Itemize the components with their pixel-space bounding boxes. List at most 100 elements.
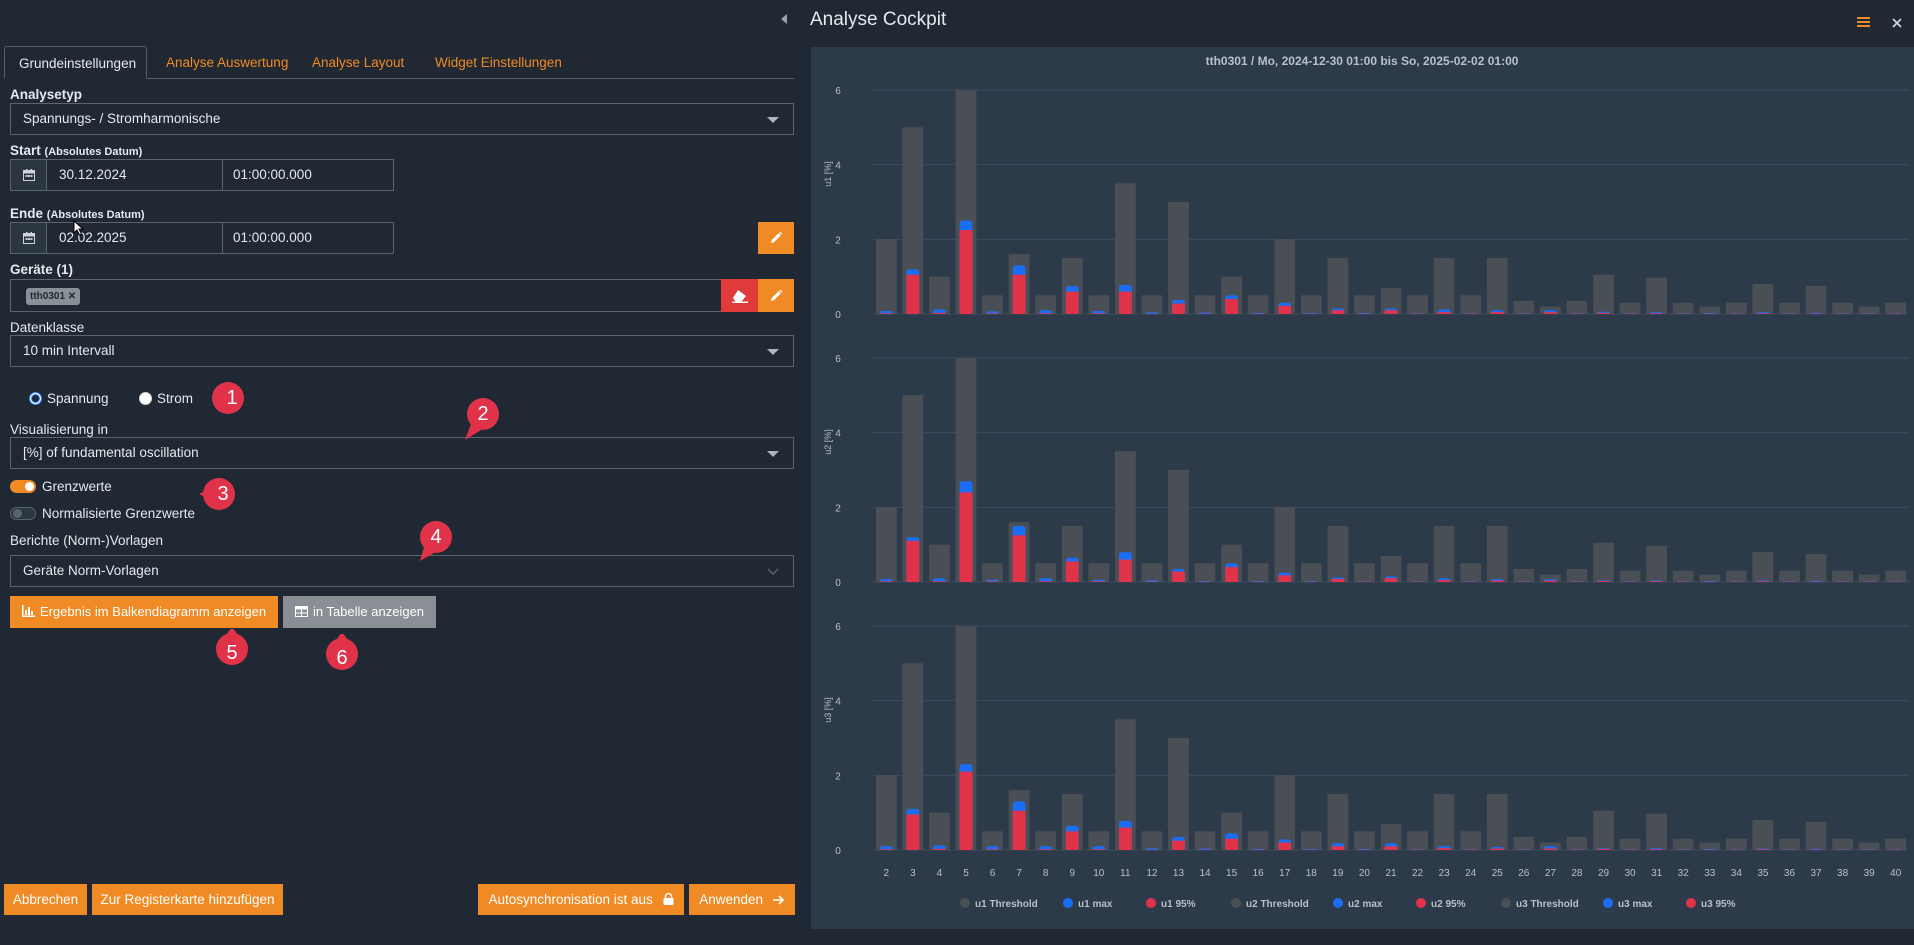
threshold-bar[interactable] — [1858, 842, 1880, 850]
p95-bar[interactable] — [1597, 848, 1610, 850]
threshold-bar[interactable] — [1858, 574, 1880, 582]
close-button[interactable] — [1892, 15, 1904, 28]
p95-bar[interactable] — [1012, 810, 1026, 850]
p95-bar[interactable] — [1490, 848, 1504, 850]
ende-calendar-button[interactable] — [11, 223, 47, 253]
threshold-bar[interactable] — [1805, 554, 1827, 582]
threshold-bar[interactable] — [1407, 563, 1428, 582]
max-bar[interactable] — [1039, 578, 1053, 582]
ende-date-input[interactable]: 02.02.2025 — [59, 230, 127, 245]
threshold-bar[interactable] — [1486, 794, 1508, 850]
threshold-bar[interactable] — [1672, 570, 1694, 582]
p95-bar[interactable] — [959, 771, 973, 850]
p95-bar[interactable] — [1437, 580, 1451, 582]
radio-strom[interactable] — [139, 392, 152, 405]
autosync-button[interactable]: Autosynchronisation ist aus — [478, 884, 684, 915]
geraete-edit-button[interactable] — [758, 279, 794, 312]
p95-bar[interactable] — [986, 313, 999, 314]
threshold-bar[interactable] — [1885, 838, 1907, 850]
threshold-bar[interactable] — [1194, 563, 1216, 582]
threshold-bar[interactable] — [1035, 295, 1057, 314]
threshold-bar[interactable] — [1380, 555, 1402, 582]
p95-bar[interactable] — [1118, 559, 1132, 582]
p95-bar[interactable] — [1490, 580, 1504, 582]
threshold-bar[interactable] — [1619, 838, 1641, 850]
threshold-bar[interactable] — [1805, 822, 1827, 850]
threshold-bar[interactable] — [1513, 836, 1535, 850]
threshold-bar[interactable] — [1433, 258, 1455, 314]
threshold-bar[interactable] — [1327, 258, 1349, 314]
p95-bar[interactable] — [879, 849, 893, 850]
p95-bar[interactable] — [879, 581, 893, 582]
close-icon[interactable]: ✕ — [67, 291, 77, 302]
p95-bar[interactable] — [1331, 846, 1345, 850]
threshold-bar[interactable] — [1646, 813, 1668, 850]
start-time-input[interactable]: 01:00:00.000 — [233, 167, 312, 182]
threshold-bar[interactable] — [1566, 568, 1588, 582]
threshold-bar[interactable] — [1885, 570, 1907, 582]
p95-bar[interactable] — [1065, 561, 1079, 582]
threshold-bar[interactable] — [1460, 831, 1482, 850]
threshold-bar[interactable] — [1699, 306, 1721, 314]
geraete-input[interactable]: tth0301 ✕ — [10, 279, 722, 312]
threshold-bar[interactable] — [1247, 831, 1269, 850]
threshold-bar[interactable] — [1725, 570, 1747, 582]
p95-bar[interactable] — [1650, 313, 1664, 314]
p95-bar[interactable] — [1065, 291, 1079, 314]
threshold-bar[interactable] — [1593, 542, 1614, 582]
threshold-bar[interactable] — [1672, 302, 1694, 314]
ende-edit-button[interactable] — [758, 222, 794, 254]
threshold-bar[interactable] — [982, 831, 1003, 850]
max-bar[interactable] — [1145, 848, 1159, 850]
p95-bar[interactable] — [1331, 579, 1345, 582]
threshold-bar[interactable] — [1593, 810, 1614, 850]
p95-bar[interactable] — [932, 581, 946, 582]
threshold-bar[interactable] — [1646, 277, 1668, 314]
threshold-bar[interactable] — [1380, 287, 1402, 314]
datenklasse-select[interactable]: 10 min Intervall — [10, 335, 794, 367]
threshold-bar[interactable] — [1513, 568, 1535, 582]
threshold-bar[interactable] — [1327, 526, 1349, 582]
max-bar[interactable] — [879, 579, 893, 582]
threshold-bar[interactable] — [875, 239, 897, 314]
max-bar[interactable] — [932, 578, 946, 582]
threshold-bar[interactable] — [1725, 302, 1747, 314]
threshold-bar[interactable] — [1354, 295, 1375, 314]
threshold-bar[interactable] — [1752, 552, 1774, 582]
show-table-button[interactable]: in Tabelle anzeigen — [283, 596, 436, 628]
p95-bar[interactable] — [1543, 312, 1557, 314]
threshold-bar[interactable] — [902, 395, 924, 582]
p95-bar[interactable] — [1039, 849, 1053, 850]
threshold-bar[interactable] — [1114, 183, 1136, 314]
threshold-bar[interactable] — [929, 812, 950, 850]
threshold-bar[interactable] — [1114, 719, 1136, 850]
threshold-bar[interactable] — [1832, 838, 1853, 850]
radio-spannung-label[interactable]: Spannung — [47, 391, 109, 406]
threshold-bar[interactable] — [1832, 570, 1853, 582]
threshold-bar[interactable] — [1593, 274, 1614, 314]
p95-bar[interactable] — [1756, 849, 1770, 850]
p95-bar[interactable] — [879, 313, 893, 314]
threshold-bar[interactable] — [1035, 563, 1057, 582]
threshold-bar[interactable] — [1407, 295, 1428, 314]
p95-bar[interactable] — [1092, 849, 1106, 850]
threshold-bar[interactable] — [1885, 302, 1907, 314]
p95-bar[interactable] — [1225, 838, 1239, 850]
threshold-bar[interactable] — [1433, 794, 1455, 850]
threshold-bar[interactable] — [929, 544, 950, 582]
threshold-bar[interactable] — [1300, 563, 1322, 582]
analysetyp-select[interactable]: Spannungs- / Stromharmonische — [10, 103, 794, 135]
tab-widget-einstellungen[interactable]: Widget Einstellungen — [435, 55, 562, 70]
threshold-bar[interactable] — [1380, 823, 1402, 850]
threshold-bar[interactable] — [1486, 526, 1508, 582]
p95-bar[interactable] — [1756, 581, 1770, 582]
device-chip[interactable]: tth0301 ✕ — [26, 288, 81, 305]
max-bar[interactable] — [1198, 312, 1212, 314]
tab-grundeinstellungen[interactable]: Grundeinstellungen — [4, 46, 147, 79]
threshold-bar[interactable] — [1752, 820, 1774, 850]
threshold-bar[interactable] — [1141, 831, 1163, 850]
p95-bar[interactable] — [932, 312, 946, 314]
threshold-bar[interactable] — [1460, 295, 1482, 314]
p95-bar[interactable] — [1384, 578, 1398, 582]
ende-time-input[interactable]: 01:00:00.000 — [233, 230, 312, 245]
